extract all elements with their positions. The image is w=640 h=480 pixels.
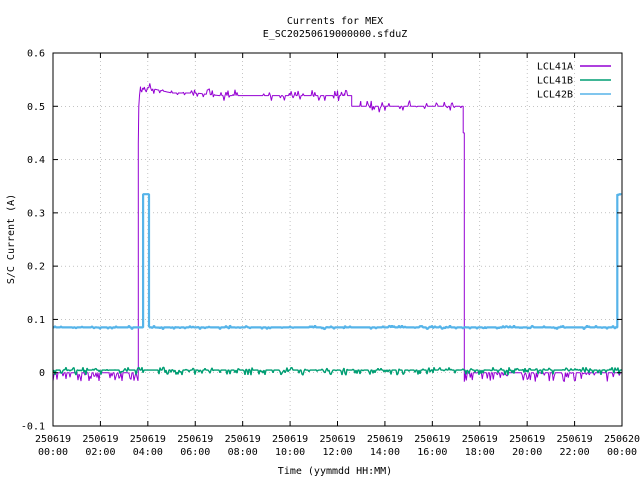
legend-label: LCL42B (537, 90, 573, 101)
grid-lines (53, 53, 622, 426)
x-tick-label-time: 10:00 (275, 447, 305, 458)
x-tick-label-time: 06:00 (180, 447, 210, 458)
x-tick-label-time: 12:00 (322, 447, 352, 458)
series-line-lcl42b (53, 193, 622, 331)
x-tick-label-date: 250619 (367, 434, 403, 445)
x-tick-label-date: 250619 (319, 434, 355, 445)
y-tick-label: -0.1 (21, 422, 45, 433)
y-axis-label: S/C Current (A) (6, 194, 17, 284)
data-series (52, 83, 623, 382)
x-tick-label-time: 16:00 (417, 447, 447, 458)
x-tick-label-date: 250619 (272, 434, 308, 445)
series-line-lcl41b (52, 366, 623, 376)
y-tick-label: 0 (39, 368, 45, 379)
x-tick-label-time: 14:00 (370, 447, 400, 458)
x-tick-label-date: 250619 (414, 434, 450, 445)
x-tick-label-date: 250619 (177, 434, 213, 445)
y-tick-label: 0.2 (27, 262, 45, 273)
legend-label: LCL41B (537, 76, 573, 87)
series-line-lcl41a (52, 83, 622, 382)
y-tick-label: 0.1 (27, 315, 45, 326)
x-tick-label-date: 250619 (557, 434, 593, 445)
x-tick-label-time: 22:00 (560, 447, 590, 458)
x-tick-label-time: 02:00 (85, 447, 115, 458)
x-tick-label-date: 250619 (130, 434, 166, 445)
x-tick-label-date: 250619 (462, 434, 498, 445)
x-tick-label-date: 250620 (604, 434, 640, 445)
x-tick-label-time: 20:00 (512, 447, 542, 458)
x-tick-label-date: 250619 (225, 434, 261, 445)
x-tick-label-time: 00:00 (607, 447, 637, 458)
legend: LCL41A LCL41B LCL42B (537, 62, 611, 101)
y-tick-label: 0.3 (27, 208, 45, 219)
y-tick-label: 0.4 (27, 155, 45, 166)
chart-subtitle: E_SC20250619000000.sfduZ (263, 29, 408, 40)
y-tick-label: 0.5 (27, 102, 45, 113)
x-tick-label-time: 00:00 (38, 447, 68, 458)
y-tick-label: 0.6 (27, 49, 45, 60)
x-tick-label-time: 08:00 (228, 447, 258, 458)
x-tick-label-date: 250619 (82, 434, 118, 445)
axes: -0.1 0 0.1 0.2 0.3 0.4 0.5 0.6 250619 00:00 250619… (21, 49, 640, 459)
x-axis-label: Time (yymmdd HH:MM) (278, 466, 392, 477)
x-tick-label-date: 250619 (35, 434, 71, 445)
x-tick-label-time: 18:00 (465, 447, 495, 458)
chart-title: Currents for MEX (287, 16, 383, 27)
legend-label: LCL41A (537, 62, 573, 73)
x-tick-label-date: 250619 (509, 434, 545, 445)
x-tick-label-time: 04:00 (133, 447, 163, 458)
